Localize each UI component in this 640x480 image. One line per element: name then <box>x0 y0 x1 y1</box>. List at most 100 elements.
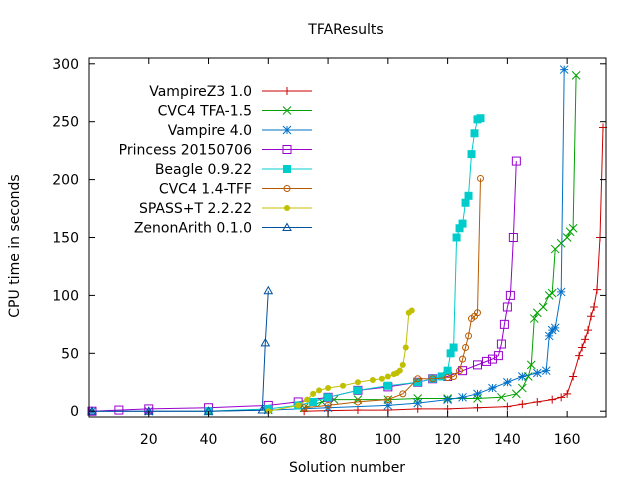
data-point <box>304 396 311 403</box>
data-point <box>399 390 407 398</box>
data-point <box>383 401 393 410</box>
data-point <box>473 403 482 412</box>
data-point <box>518 400 527 409</box>
data-point <box>559 65 569 74</box>
data-point <box>443 395 452 404</box>
data-point <box>496 339 506 349</box>
x-tick-label: 100 <box>374 432 401 448</box>
data-point <box>353 406 362 415</box>
data-point <box>295 402 302 409</box>
axis-ticks: 0 50 100 150 200 250 300 20 40 60 80 100 120 140 160 <box>52 57 607 448</box>
x-tick-label: 20 <box>140 432 158 448</box>
y-tick-label: 150 <box>52 231 79 247</box>
data-point <box>458 219 467 228</box>
x-tick-label: 40 <box>200 432 218 448</box>
data-point <box>470 129 479 138</box>
data-point <box>465 332 473 340</box>
data-point <box>437 372 446 381</box>
data-point <box>502 302 512 312</box>
data-point <box>309 397 318 406</box>
series-line <box>92 69 565 412</box>
data-point <box>556 287 566 297</box>
data-point <box>571 71 581 80</box>
data-point <box>455 224 464 233</box>
data-point <box>517 383 527 393</box>
data-point <box>399 361 406 368</box>
data-point <box>316 387 323 394</box>
data-point <box>396 367 403 374</box>
chart-title: TFAResults <box>307 22 383 38</box>
data-point <box>459 355 467 363</box>
data-point <box>456 367 464 375</box>
legend-label: Beagle 0.9.22 <box>155 162 252 178</box>
series-7 <box>265 307 415 415</box>
data-point <box>517 372 527 381</box>
data-point <box>462 344 470 352</box>
data-point <box>340 382 347 389</box>
y-tick-label: 250 <box>52 115 79 131</box>
data-point <box>443 366 452 375</box>
data-point <box>414 375 422 383</box>
series-line <box>92 290 269 412</box>
data-point <box>505 290 515 300</box>
data-point <box>541 366 551 376</box>
data-point <box>300 404 308 412</box>
data-point <box>378 375 385 382</box>
data-point <box>476 114 485 123</box>
data-point <box>464 191 473 200</box>
series-line <box>268 310 413 412</box>
legend-marker <box>283 165 291 173</box>
data-point <box>325 385 332 392</box>
data-point <box>476 174 484 182</box>
data-point <box>533 397 542 406</box>
legend-label: CVC4 TFA-1.5 <box>158 104 252 120</box>
data-point <box>458 366 468 376</box>
series-line <box>208 117 481 412</box>
series-line <box>304 127 604 412</box>
data-point <box>590 302 599 311</box>
y-tick-label: 100 <box>52 288 79 304</box>
data-point <box>450 372 458 380</box>
legend-label: VampireZ3 1.0 <box>149 84 252 100</box>
legend-label: Princess 20150706 <box>119 143 252 159</box>
series-line <box>304 178 481 409</box>
x-tick-label: 120 <box>434 432 461 448</box>
data-point <box>353 386 362 395</box>
data-point <box>488 383 497 393</box>
data-point <box>408 307 415 314</box>
data-point <box>324 393 333 402</box>
data-point <box>499 319 509 329</box>
legend-marker <box>283 185 291 192</box>
data-point <box>257 405 268 414</box>
data-point <box>354 398 362 406</box>
data-point <box>578 343 587 352</box>
series-line <box>91 161 517 412</box>
y-tick-label: 0 <box>70 404 79 420</box>
legend-marker <box>282 125 292 135</box>
legend-label: SPASS+T 2.2.22 <box>139 201 252 217</box>
legend-marker <box>284 205 290 211</box>
series-6 <box>300 174 484 412</box>
data-point <box>114 405 124 415</box>
data-point <box>481 356 491 366</box>
data-point <box>384 373 391 380</box>
data-point <box>529 314 539 323</box>
data-point <box>446 349 455 358</box>
x-tick-label: 140 <box>494 432 521 448</box>
data-point <box>511 156 521 166</box>
data-point <box>544 331 554 341</box>
data-point <box>587 312 596 321</box>
data-point <box>503 377 512 387</box>
data-point <box>568 223 578 233</box>
data-point <box>532 368 542 378</box>
data-point <box>503 402 512 411</box>
y-tick-label: 300 <box>52 57 79 73</box>
legend-label: ZenonArith 0.1.0 <box>134 221 252 237</box>
data-point <box>429 375 437 383</box>
data-point <box>467 150 476 159</box>
data-point <box>310 390 317 397</box>
data-point <box>584 326 593 335</box>
y-axis-label: CPU time in seconds <box>7 174 23 317</box>
